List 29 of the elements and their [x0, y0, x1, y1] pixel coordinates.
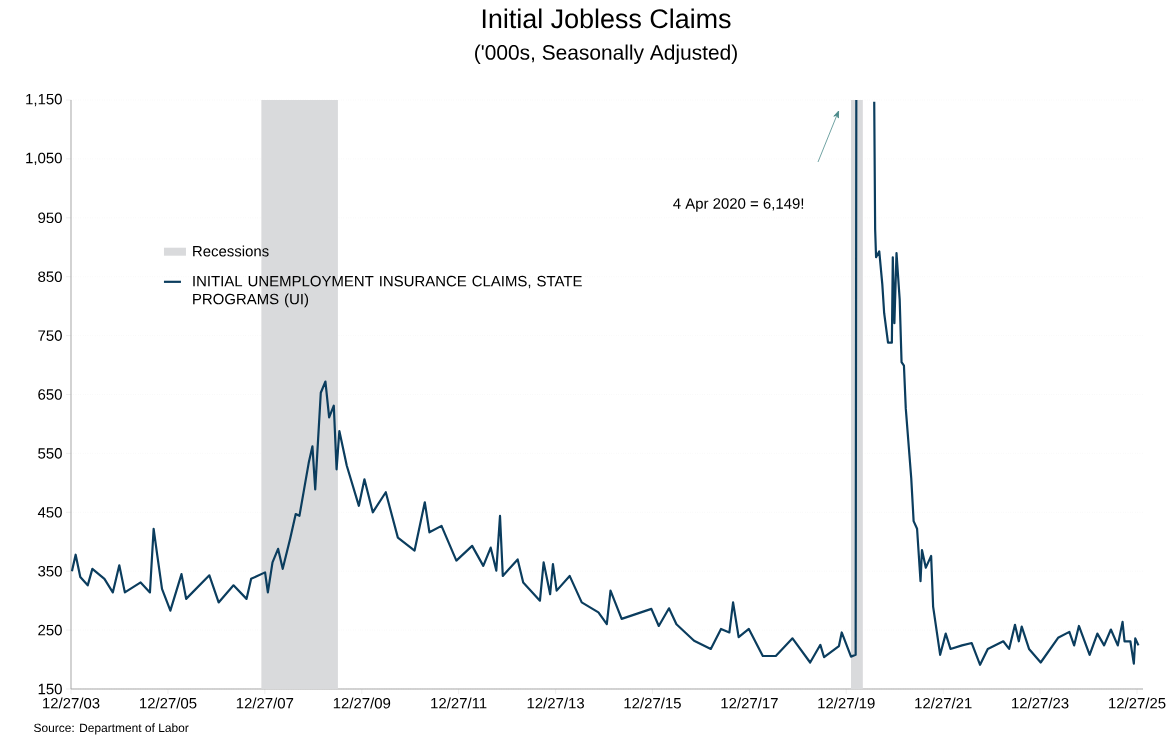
x-tick-label: 12/27/09 — [333, 697, 391, 709]
x-tick-label: 12/27/13 — [527, 697, 585, 709]
x-tick-label: 12/27/07 — [236, 697, 294, 709]
annotation: 4 Apr 2020 = 6,149! — [673, 198, 804, 212]
x-tick-label: 12/27/19 — [818, 697, 875, 709]
chart-title: Initial Jobless Claims — [482, 8, 731, 29]
y-tick-label: 750 — [38, 330, 62, 341]
y-tick-label: 150 — [38, 683, 62, 695]
y-tick-label: 250 — [38, 624, 62, 636]
y-tick-label: 950 — [38, 212, 62, 224]
x-tick-label: 12/27/23 — [1012, 697, 1069, 709]
legend-label: INITIAL UNEMPLOYMENT INSURANCE CLAIMS, STATE PROGRAMS (UI) — [193, 275, 582, 308]
y-tick-label: 650 — [38, 389, 62, 400]
x-tick-label: 12/27/03 — [43, 697, 100, 709]
x-tick-label: 12/27/15 — [624, 697, 681, 709]
y-tick-label: 1,150 — [26, 93, 62, 107]
source-note: Source: Department of Labor — [34, 723, 189, 735]
chart-subtitle: ('000s, Seasonally Adjusted) — [475, 44, 737, 65]
y-tick-label: 350 — [38, 565, 62, 577]
x-tick-label: 12/27/11 — [431, 697, 487, 709]
y-tick-label: 450 — [37, 507, 62, 518]
y-tick-label: 550 — [38, 448, 62, 459]
x-tick-label: 12/27/17 — [721, 697, 778, 709]
band-label: Recessions — [193, 245, 269, 257]
x-tick-label: 12/27/25 — [1109, 697, 1166, 709]
y-tick-label: 850 — [38, 271, 62, 282]
x-tick-label: 12/27/05 — [140, 697, 197, 709]
x-tick-label: 12/27/21 — [915, 697, 972, 709]
y-tick-label: 1,050 — [26, 152, 62, 166]
